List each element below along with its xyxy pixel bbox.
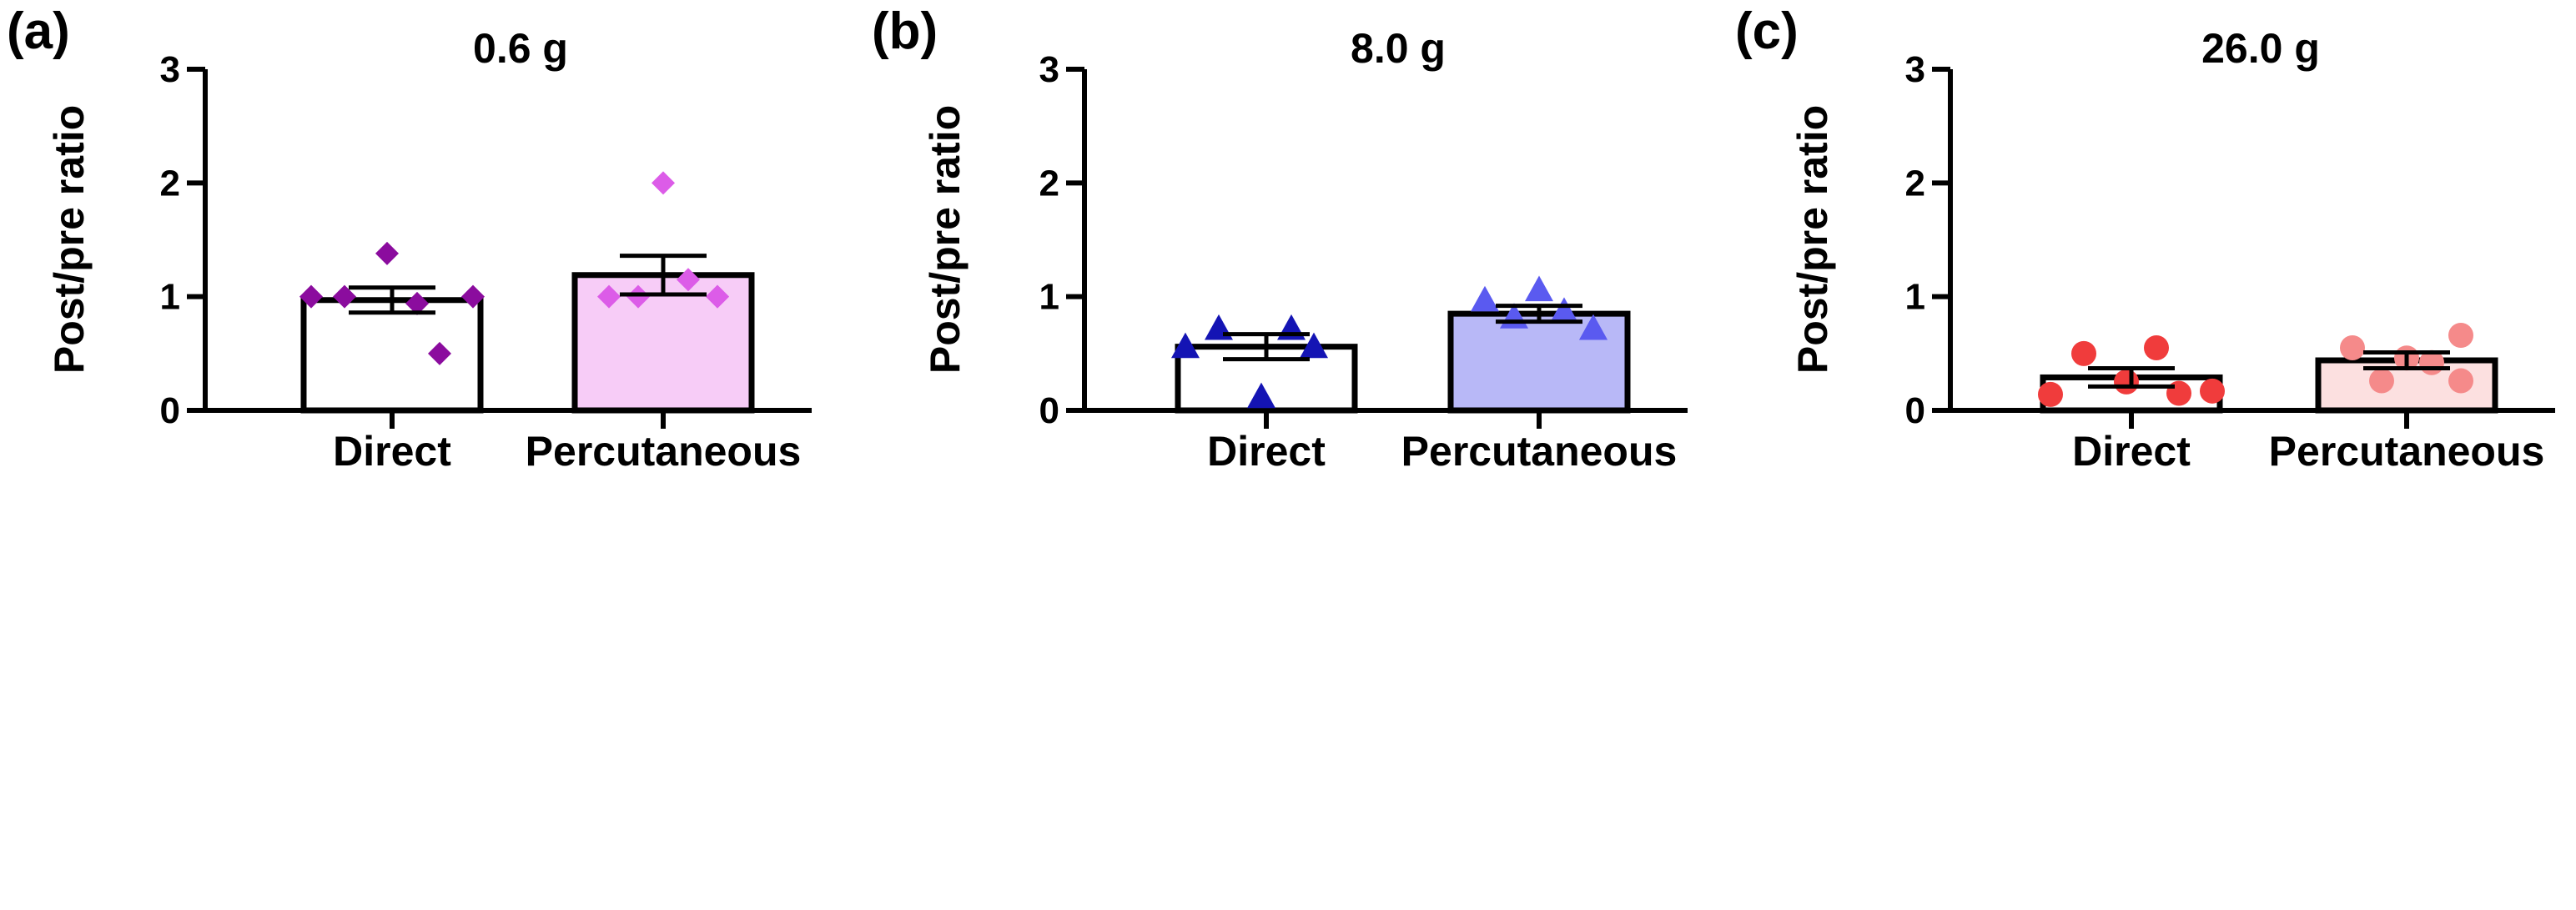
data-point bbox=[2200, 378, 2225, 404]
data-point bbox=[1471, 285, 1499, 312]
data-point bbox=[1525, 275, 1553, 302]
panel-letter: (c) bbox=[1735, 3, 1799, 60]
data-point bbox=[405, 291, 429, 315]
chart-title: 0.6 g bbox=[473, 25, 568, 72]
data-point bbox=[1171, 332, 1200, 359]
y-axis-label: Post/pre ratio bbox=[1789, 105, 1836, 374]
data-point bbox=[1579, 314, 1607, 340]
chart-title: 8.0 g bbox=[1351, 25, 1446, 72]
panel-letter: (a) bbox=[7, 3, 70, 60]
data-point bbox=[706, 284, 729, 309]
data-point bbox=[626, 284, 650, 309]
data-point bbox=[2071, 340, 2096, 366]
data-point bbox=[1247, 382, 1275, 409]
data-point bbox=[2144, 335, 2169, 361]
data-point bbox=[2114, 369, 2139, 395]
data-point bbox=[375, 241, 399, 265]
chart-title: 26.0 g bbox=[2201, 25, 2320, 72]
category-label-direct: Direct bbox=[333, 428, 451, 475]
data-point bbox=[2038, 381, 2063, 407]
y-tick-label: 2 bbox=[1039, 163, 1059, 204]
y-tick-label: 0 bbox=[1905, 390, 1925, 431]
y-tick-label: 1 bbox=[1905, 277, 1925, 318]
data-point bbox=[299, 284, 323, 309]
data-point bbox=[1300, 332, 1328, 359]
panel-letter: (b) bbox=[872, 3, 938, 60]
data-point bbox=[677, 268, 700, 292]
data-point bbox=[1550, 297, 1578, 323]
y-tick-label: 1 bbox=[1039, 277, 1059, 318]
y-tick-label: 2 bbox=[1905, 163, 1925, 204]
data-point bbox=[2340, 335, 2365, 361]
category-label-direct: Direct bbox=[2072, 428, 2191, 475]
category-label-percutaneous: Percutaneous bbox=[2269, 428, 2545, 475]
panel-c: (c) 26.0 g Post/pre ratio 0 1 2 3 Direct Percuta… bbox=[1735, 3, 2555, 475]
bar-direct bbox=[300, 297, 484, 414]
y-axis-label: Post/pre ratio bbox=[46, 105, 93, 374]
y-tick-label: 3 bbox=[1039, 49, 1059, 90]
category-label-percutaneous: Percutaneous bbox=[1401, 428, 1678, 475]
y-tick-label: 2 bbox=[160, 163, 180, 204]
panel-a: (a) 0.6 g Post/pre ratio 0 1 2 3 Direct Percutan… bbox=[7, 3, 812, 475]
data-point bbox=[333, 284, 356, 309]
category-label-direct: Direct bbox=[1207, 428, 1326, 475]
y-tick-label: 1 bbox=[160, 277, 180, 318]
y-axis-label: Post/pre ratio bbox=[922, 105, 969, 374]
data-point bbox=[2448, 323, 2473, 349]
data-point bbox=[2448, 368, 2473, 394]
y-tick-label: 0 bbox=[1039, 390, 1059, 431]
data-point bbox=[2369, 368, 2394, 394]
y-tick-label: 3 bbox=[1905, 49, 1925, 90]
data-point bbox=[461, 284, 485, 309]
data-point bbox=[652, 171, 675, 195]
panel-b: (b) 8.0 g Post/pre ratio 0 1 2 3 Direct Percutan… bbox=[872, 3, 1688, 475]
category-label-percutaneous: Percutaneous bbox=[526, 428, 802, 475]
data-point bbox=[597, 284, 621, 309]
y-tick-label: 0 bbox=[160, 390, 180, 431]
y-tick-label: 3 bbox=[160, 49, 180, 90]
data-point bbox=[428, 341, 451, 365]
